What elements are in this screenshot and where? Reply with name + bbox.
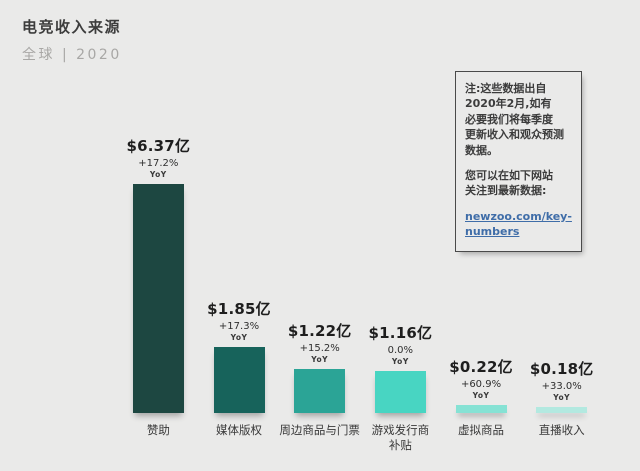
- bar-category-label: 周边商品与门票: [279, 423, 360, 437]
- bar: [213, 346, 265, 413]
- bar: [374, 371, 426, 413]
- bar-column-sponsorship: $6.37亿 +17.2% YoY 赞助: [118, 132, 199, 462]
- bar-yoy-caption: YoY: [230, 332, 248, 342]
- bar-column-streaming: $0.18亿 +33.0% YoY 直播收入: [521, 132, 602, 462]
- bar-column-media-rights: $1.85亿 +17.3% YoY 媒体版权: [199, 132, 280, 462]
- bar-value: $1.16亿: [368, 324, 433, 343]
- bar: [536, 406, 588, 413]
- bar-yoy-value: +15.2%: [299, 343, 340, 355]
- note-paragraph-1: 注:这些数据出自 2020年2月,如有 必要我们将每季度 更新收入和观众预测 数…: [465, 82, 564, 157]
- page-title: 电竞收入来源: [22, 18, 122, 36]
- bar-value-labels: $1.16亿 0.0% YoY: [369, 322, 433, 366]
- bar-column-digital-goods: $0.22亿 +60.9% YoY 虚拟商品: [441, 132, 522, 462]
- bar-value: $0.22亿: [449, 358, 513, 377]
- bar-chart: $6.37亿 +17.2% YoY 赞助 $1.85亿 +17.3% YoY 媒…: [118, 132, 602, 462]
- bar-value-labels: $0.22亿 +60.9% YoY: [449, 356, 513, 400]
- bar-yoy-caption: YoY: [149, 170, 167, 179]
- bar-category-label: 游戏发行商 补贴: [371, 423, 430, 452]
- bar-yoy-value: +17.3%: [218, 320, 260, 332]
- bar: [294, 369, 346, 413]
- bar-yoy-caption: YoY: [391, 357, 409, 367]
- newzoo-link[interactable]: newzoo.com/key-numbers: [465, 209, 572, 239]
- bar: [132, 184, 184, 413]
- bar-category-label: 媒体版权: [216, 423, 262, 437]
- bar-yoy-caption: YoY: [311, 355, 329, 365]
- note-box: 注:这些数据出自 2020年2月,如有 必要我们将每季度 更新收入和观众预测 数…: [455, 71, 582, 252]
- bar-yoy-value: +33.0%: [541, 380, 582, 392]
- page-subtitle: 全球 | 2020: [22, 47, 122, 63]
- bar-column-merchandise-tickets: $1.22亿 +15.2% YoY 周边商品与门票: [279, 132, 360, 462]
- bar-yoy-value: +60.9%: [460, 379, 502, 391]
- bar-column-publisher-fees: $1.16亿 0.0% YoY 游戏发行商 补贴: [360, 132, 441, 462]
- bar-value: $6.37亿: [126, 137, 191, 155]
- bar-yoy-caption: YoY: [472, 391, 490, 401]
- chart-header: 电竞收入来源 全球 | 2020: [22, 16, 122, 64]
- bar-value-labels: $0.18亿 +33.0% YoY: [530, 358, 594, 402]
- bar-value-labels: $1.22亿 +15.2% YoY: [288, 320, 352, 364]
- bar-value: $1.85亿: [207, 299, 271, 318]
- bar-value: $0.18亿: [529, 359, 594, 378]
- bar-yoy-value: +17.2%: [138, 158, 179, 169]
- bar-yoy-value: 0.0%: [387, 345, 414, 357]
- bar-yoy-caption: YoY: [553, 392, 571, 402]
- bar-value-labels: $1.85亿 +17.3% YoY: [207, 298, 271, 342]
- bar-category-label: 赞助: [146, 423, 170, 437]
- bar-value: $1.22亿: [287, 322, 352, 341]
- bar-category-label: 虚拟商品: [458, 423, 505, 437]
- note-paragraph-2: 您可以在如下网站 关注到最新数据:: [465, 168, 553, 198]
- bar: [455, 405, 507, 413]
- bar-value-labels: $6.37亿 +17.2% YoY: [127, 135, 191, 179]
- bar-category-label: 直播收入: [538, 423, 585, 437]
